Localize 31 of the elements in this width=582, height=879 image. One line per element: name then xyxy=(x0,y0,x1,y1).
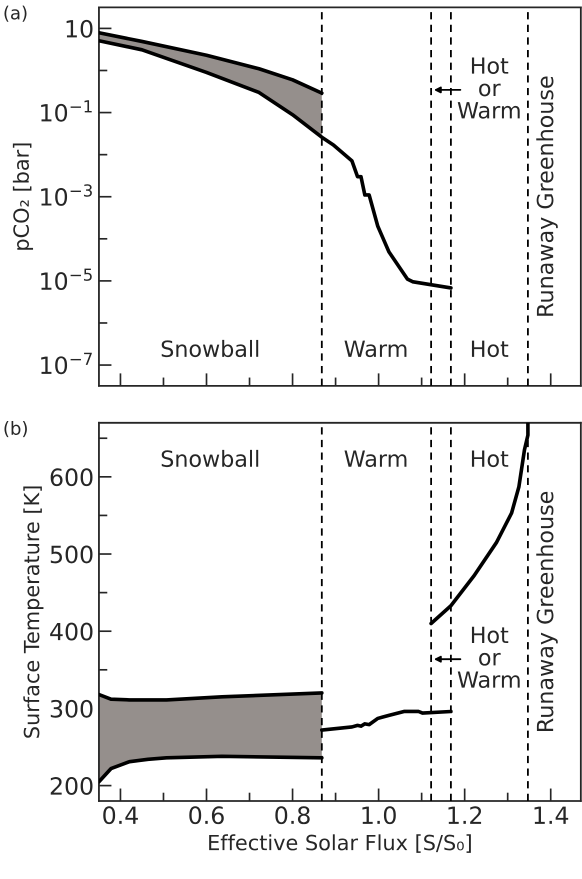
y-tick-label: 10$^{−3}$ xyxy=(41,184,92,206)
annotation: Hot or Warm xyxy=(458,57,520,119)
ref-line-label: Runaway Greenhouse xyxy=(536,492,558,731)
y-tick-label: 200 xyxy=(50,777,93,795)
chart-title: (a) xyxy=(4,6,27,22)
annotation: Warm xyxy=(344,450,406,468)
y-tick-label: 300 xyxy=(50,700,93,718)
ref-line-label: Runaway Greenhouse xyxy=(536,76,558,316)
y-axis-title: pCO₂ [bar] xyxy=(12,143,34,250)
y-tick-label: 10 xyxy=(66,20,93,38)
y-tick-label: 600 xyxy=(50,468,93,486)
annotation: Hot xyxy=(472,340,508,358)
annotation: Hot xyxy=(472,450,508,468)
y-tick-label: 10$^{−5}$ xyxy=(41,268,92,290)
x-tick-label: 0.4 xyxy=(103,806,138,824)
x-tick-label: 0.6 xyxy=(189,806,224,824)
y-tick-label: 10$^{−1}$ xyxy=(41,100,92,122)
y-axis-title: Surface Temperature [K] xyxy=(23,486,44,738)
x-tick-label: 1.0 xyxy=(362,806,396,824)
annotation: Snowball xyxy=(162,340,258,358)
y-tick-label: 400 xyxy=(50,622,93,641)
x-axis-title: Effective Solar Flux [S/S₀] xyxy=(209,834,471,853)
x-tick-label: 0.8 xyxy=(275,806,310,824)
chart-title: (b) xyxy=(4,421,27,438)
annotation: Snowball xyxy=(162,450,258,468)
annotation: Hot or Warm xyxy=(458,626,520,688)
y-tick-label: 10$^{−7}$ xyxy=(41,352,92,374)
x-tick-label: 1.4 xyxy=(534,806,568,824)
y-tick-label: 500 xyxy=(50,545,93,564)
annotation: Warm xyxy=(344,340,406,358)
x-tick-label: 1.2 xyxy=(448,806,482,824)
